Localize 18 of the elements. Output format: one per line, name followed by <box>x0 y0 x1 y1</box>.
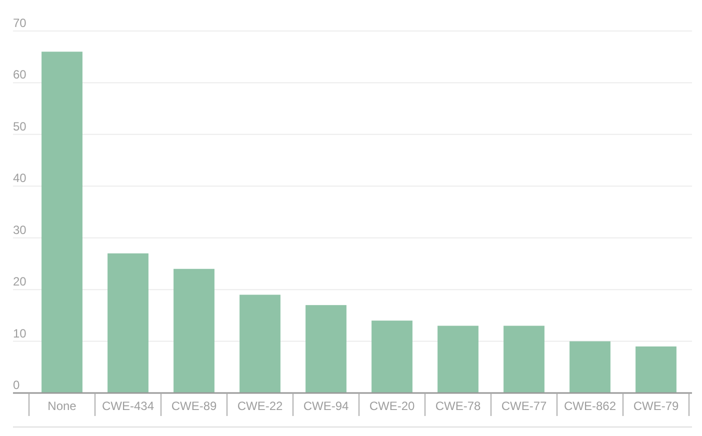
x-tick-label: CWE-20 <box>369 399 415 413</box>
y-tick-label: 20 <box>13 274 27 289</box>
x-tick-label: CWE-77 <box>501 399 547 413</box>
x-tick-label: CWE-79 <box>633 399 679 413</box>
y-tick-label: 10 <box>13 326 27 340</box>
x-tick-label: CWE-78 <box>435 399 481 413</box>
y-tick-label: 40 <box>13 171 27 186</box>
y-tick-label: 60 <box>13 68 27 82</box>
x-tick-label: CWE-89 <box>171 399 217 413</box>
y-tick-label: 70 <box>13 16 27 30</box>
x-tick-label: None <box>48 399 77 413</box>
y-tick-label: 30 <box>13 222 27 237</box>
x-tick-label: CWE-94 <box>303 399 349 413</box>
x-tick-label: CWE-862 <box>564 399 616 413</box>
y-tick-label: 0 <box>13 378 20 392</box>
x-tick-label: CWE-434 <box>102 399 154 413</box>
y-tick-label: 50 <box>13 119 27 134</box>
x-tick-label: CWE-22 <box>237 399 283 413</box>
